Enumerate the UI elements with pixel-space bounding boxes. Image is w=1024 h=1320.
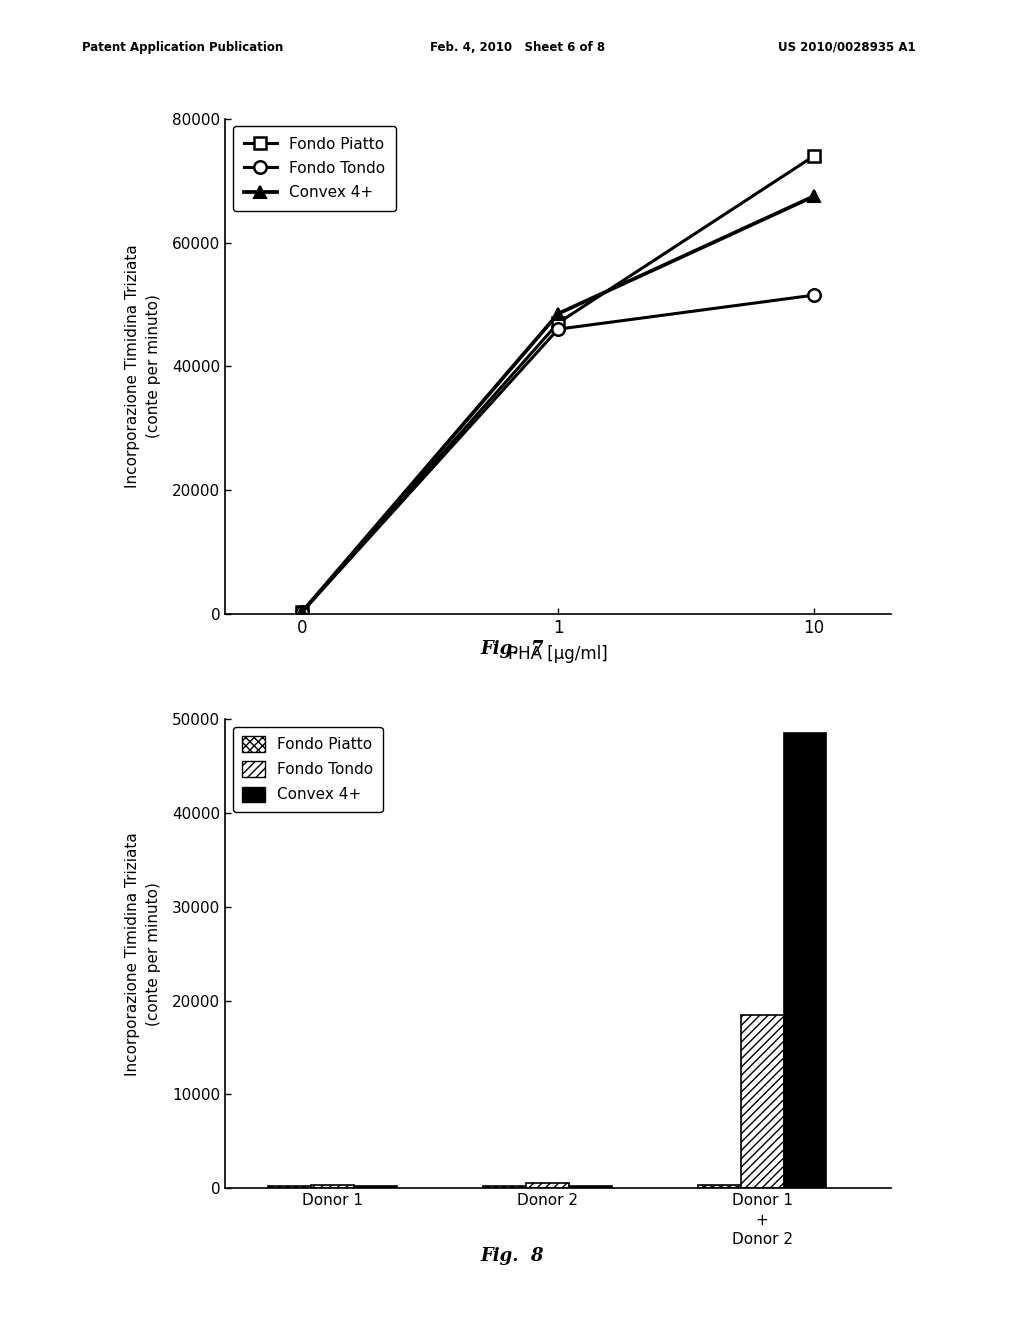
Fondo Piatto [808,148,820,164]
Fondo Piatto [296,605,308,620]
Convex 4+ [552,306,564,322]
Bar [268,1187,311,1188]
Line: Convex 4+: Convex 4+ [296,190,820,618]
Text: Feb. 4, 2010   Sheet 6 of 8: Feb. 4, 2010 Sheet 6 of 8 [430,41,605,54]
X-axis label: PHA [μg/ml]: PHA [μg/ml] [508,645,608,663]
Bar [568,1187,611,1188]
Y-axis label: Incorporazione Timidina Triziata
(conte per minuto): Incorporazione Timidina Triziata (conte … [125,244,161,488]
Text: Patent Application Publication: Patent Application Publication [82,41,284,54]
Bar [526,1183,568,1188]
Bar [740,1015,783,1188]
Text: US 2010/0028935 A1: US 2010/0028935 A1 [778,41,915,54]
Bar [354,1187,397,1188]
Text: Fig.  7: Fig. 7 [480,640,544,659]
Legend: Fondo Piatto, Fondo Tondo, Convex 4+: Fondo Piatto, Fondo Tondo, Convex 4+ [232,127,396,211]
Convex 4+ [808,189,820,205]
Fondo Tondo [552,321,564,337]
Bar [783,734,826,1188]
Line: Fondo Piatto: Fondo Piatto [296,149,820,618]
Text: Fig.  8: Fig. 8 [480,1247,544,1266]
Bar [311,1185,354,1188]
Bar [697,1185,740,1188]
Legend: Fondo Piatto, Fondo Tondo, Convex 4+: Fondo Piatto, Fondo Tondo, Convex 4+ [232,727,383,812]
Line: Fondo Tondo: Fondo Tondo [296,289,820,618]
Convex 4+ [296,605,308,620]
Bar [483,1187,526,1188]
Fondo Tondo [296,605,308,620]
Y-axis label: Incorporazione Timidina Triziata
(conte per minuto): Incorporazione Timidina Triziata (conte … [125,832,161,1076]
Fondo Tondo [808,288,820,304]
Fondo Piatto [552,315,564,331]
